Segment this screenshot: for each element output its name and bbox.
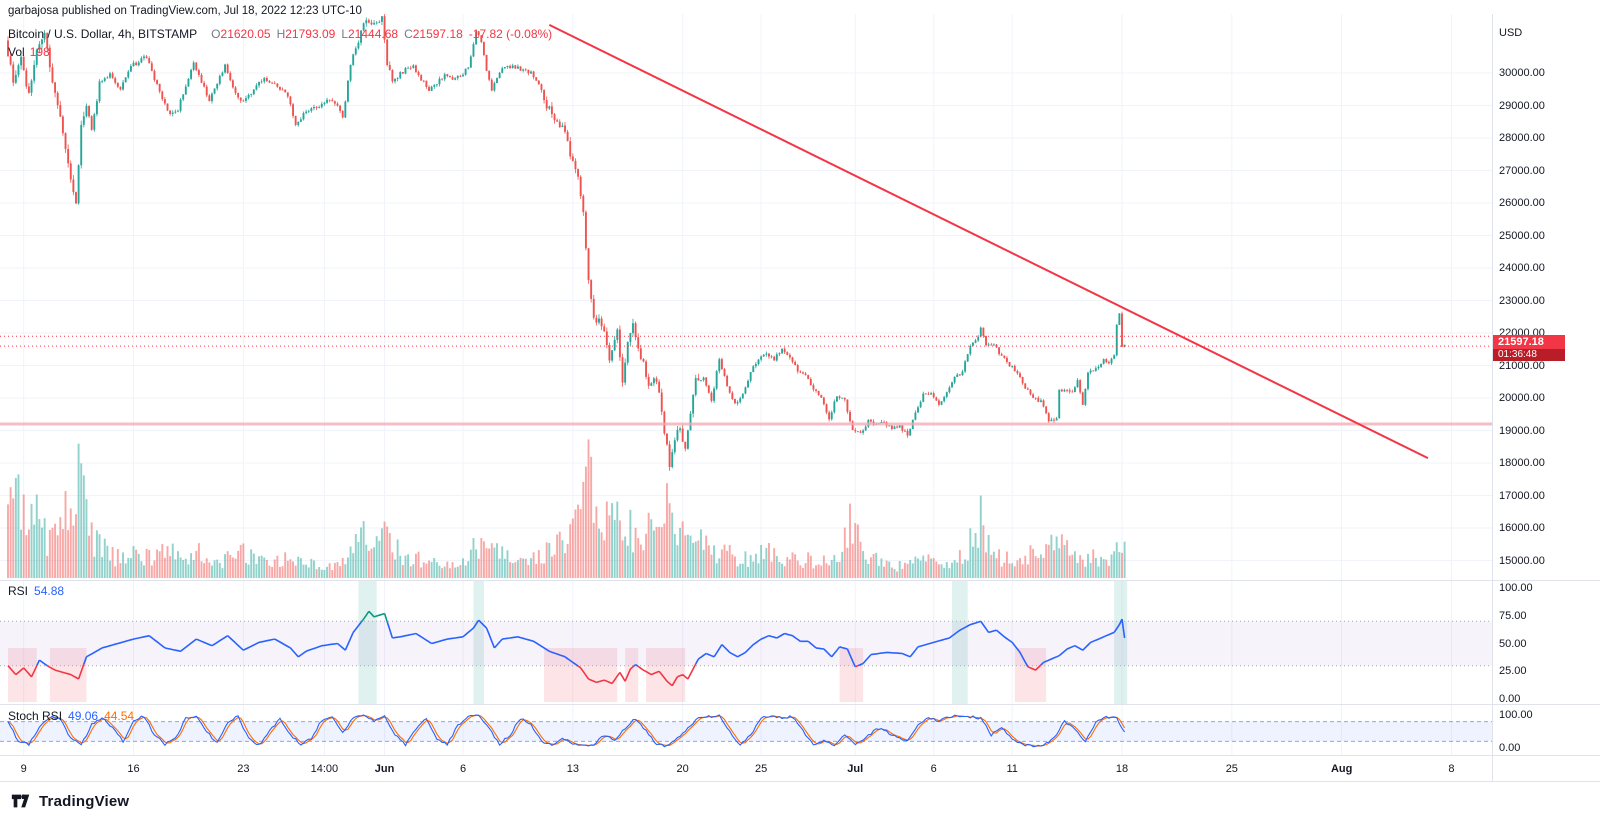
rsi-label: RSI	[8, 584, 29, 598]
time-tick-label: 25	[754, 763, 768, 775]
rsi-value: 54.88	[34, 584, 65, 598]
stoch-d-value: 44.54	[104, 709, 135, 723]
price-tick-label: 25000.00	[1499, 229, 1545, 242]
footer: TradingView	[10, 790, 129, 812]
high-label: H	[276, 27, 286, 41]
price-tick-label: 30000.00	[1499, 67, 1545, 79]
time-tick-label: Jun	[374, 763, 395, 775]
time-tick-label: 14:00	[310, 763, 339, 775]
price-tick-label: 27000.00	[1499, 164, 1545, 177]
rsi-tick-label: 0.00	[1499, 693, 1521, 705]
volume-value: 198	[29, 45, 50, 59]
volume-legend: Vol 198	[8, 45, 50, 59]
rsi-tick-label: 50.00	[1499, 637, 1527, 650]
low-value: 21444.68	[348, 27, 399, 41]
tradingview-logo-icon[interactable]	[10, 790, 32, 812]
stoch-tick-label: 100.00	[1499, 709, 1533, 721]
currency-label: USD	[1499, 27, 1523, 39]
close-label: C	[404, 27, 413, 41]
time-tick-label: 6	[930, 763, 937, 775]
price-tick-label: 24000.00	[1499, 262, 1545, 274]
open-value: 21620.05	[220, 27, 271, 41]
time-tick-label: 8	[1448, 763, 1455, 775]
time-tick-label: 13	[566, 763, 579, 775]
volume-label: Vol	[8, 45, 25, 59]
close-value: 21597.18	[412, 27, 463, 41]
attribution-text: garbajosa published on TradingView.com, …	[8, 5, 362, 17]
time-tick-label: 23	[237, 763, 250, 775]
symbol-title[interactable]: Bitcoin / U.S. Dollar, 4h, BITSTAMP	[8, 27, 198, 41]
price-tick-label: 16000.00	[1499, 522, 1545, 534]
price-tick-label: 29000.00	[1499, 99, 1545, 112]
rsi-legend: RSI 54.88	[8, 584, 64, 598]
stoch-rsi-label: Stoch RSI	[8, 709, 63, 723]
price-tick-label: 28000.00	[1499, 132, 1545, 144]
price-tick-label: 26000.00	[1499, 197, 1545, 209]
price-tick-label: 21000.00	[1499, 359, 1545, 372]
time-tick-label: Jul	[847, 763, 864, 775]
price-tick-label: 20000.00	[1499, 392, 1545, 404]
stoch-rsi-legend: Stoch RSI 49.06 44.54	[8, 709, 134, 723]
time-tick-label: 16	[127, 763, 140, 775]
time-tick-label: 6	[459, 763, 467, 775]
footer-brand[interactable]: TradingView	[39, 792, 130, 810]
last-price-badge: 21597.18 01:36:48	[1493, 335, 1565, 361]
rsi-tick-label: 100.00	[1499, 582, 1533, 594]
time-tick-label: 18	[1115, 763, 1129, 775]
rsi-tick-label: 75.00	[1499, 609, 1527, 622]
price-tick-label: 17000.00	[1499, 489, 1545, 502]
open-label: O	[211, 27, 221, 41]
time-tick-label: 11	[1006, 763, 1018, 775]
last-price-value: 21597.18	[1493, 335, 1565, 349]
high-value: 21793.09	[285, 27, 336, 41]
price-tick-label: 18000.00	[1499, 457, 1545, 469]
time-tick-label: Aug	[1330, 763, 1353, 775]
bar-countdown: 01:36:48	[1493, 349, 1565, 361]
change-value: -17.82 (-0.08%)	[468, 27, 553, 41]
stoch-k-value: 49.06	[68, 709, 99, 723]
price-tick-label: 23000.00	[1499, 294, 1545, 307]
price-tick-label: 15000.00	[1499, 554, 1545, 567]
low-label: L	[341, 27, 348, 41]
time-tick-label: 9	[20, 763, 27, 775]
rsi-tick-label: 25.00	[1499, 665, 1527, 678]
stoch-tick-label: 0.00	[1499, 742, 1521, 754]
price-tick-label: 19000.00	[1499, 424, 1545, 437]
time-tick-label: 25	[1225, 763, 1238, 775]
legend: Bitcoin / U.S. Dollar, 4h, BITSTAMP O2162…	[8, 27, 552, 41]
time-tick-label: 20	[676, 763, 689, 775]
